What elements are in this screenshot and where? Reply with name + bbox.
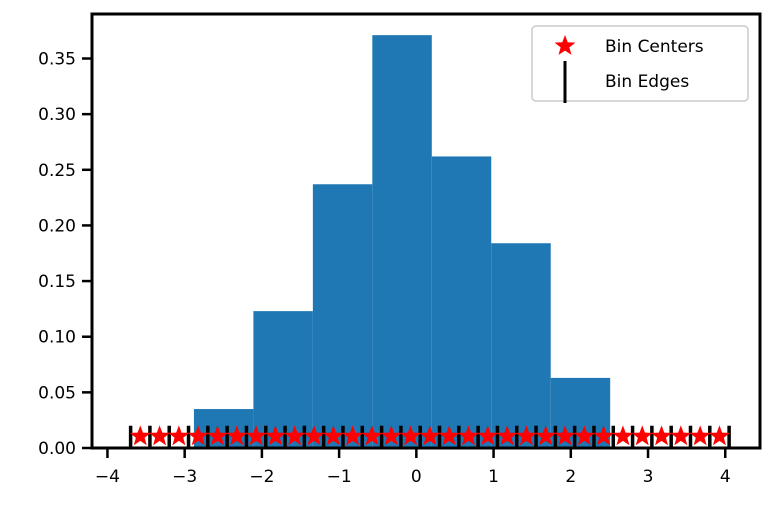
y-tick-label: 0.05 [38,383,76,403]
bin-center-marker [458,425,479,446]
histogram-bar-0 [193,409,254,448]
bin-center-marker [438,425,460,446]
bin-center-marker [264,425,286,446]
bin-center-marker [535,425,557,446]
bin-center-marker [129,425,151,446]
bin-center-marker [689,425,711,446]
bin-center-marker [245,425,267,446]
legend-label-bin-edges: Bin Edges [605,72,689,92]
bin-center-marker [361,425,383,446]
x-tick-label: 0 [411,467,422,487]
bin-center-marker [554,425,576,446]
bin-center-marker [207,425,228,446]
x-tick-label: 3 [643,467,654,487]
x-tick-label: −4 [95,467,120,487]
bin-center-marker [400,425,422,446]
bin-center-marker [515,425,537,446]
bin-center-marker [496,425,518,446]
bin-center-marker [380,425,402,446]
y-tick-label: 0.35 [38,50,76,70]
y-tick-label: 0.30 [38,105,76,125]
bin-center-marker [284,425,306,446]
x-tick-label: −1 [327,467,352,487]
plot-frame [90,12,762,450]
bin-center-marker [593,425,615,446]
bin-center-marker [670,425,692,446]
histogram-bars [193,35,611,449]
y-tick-label: 0.10 [38,328,76,348]
histogram-bar-1 [253,311,313,448]
x-tick-label: −2 [249,467,274,487]
bin-center-marker [187,425,209,446]
legend-box [531,25,749,102]
legend: Bin Centers Bin Edges [531,25,749,103]
bin-center-marker [226,425,248,446]
bin-centers-series [129,425,730,446]
bin-edges-series [128,425,731,447]
bin-center-marker [651,425,672,446]
histogram-bar-3 [372,35,432,449]
y-tick-label: 0.25 [38,161,76,181]
bin-center-marker [303,425,325,446]
y-tick-label: 0.15 [38,272,76,292]
x-tick-label: 1 [488,467,499,487]
bin-center-marker [419,425,441,446]
x-axis: −4 −3 −2 −1 0 1 2 3 4 [95,448,731,487]
bin-center-marker [149,425,171,446]
bin-center-marker [342,425,364,446]
legend-label-bin-centers: Bin Centers [605,37,704,57]
x-tick-label: −3 [172,467,197,487]
bin-center-marker [612,425,634,446]
x-tick-label: 2 [565,467,576,487]
histogram-bar-5 [491,243,551,448]
y-tick-label: 0.20 [38,216,76,236]
bin-center-marker [477,425,499,446]
bin-center-marker [573,425,595,446]
bin-center-marker [631,425,653,446]
bin-center-marker [322,425,344,446]
bin-center-marker [168,425,190,446]
histogram-bar-4 [431,156,492,448]
x-tick-label: 4 [720,467,731,487]
legend-star-icon [554,35,576,55]
histogram-bar-2 [312,184,373,448]
bin-center-marker [709,425,730,446]
y-axis: 0.00 0.05 0.10 0.15 0.20 0.25 0.30 0.35 [38,50,92,459]
y-tick-label: 0.00 [38,439,76,459]
